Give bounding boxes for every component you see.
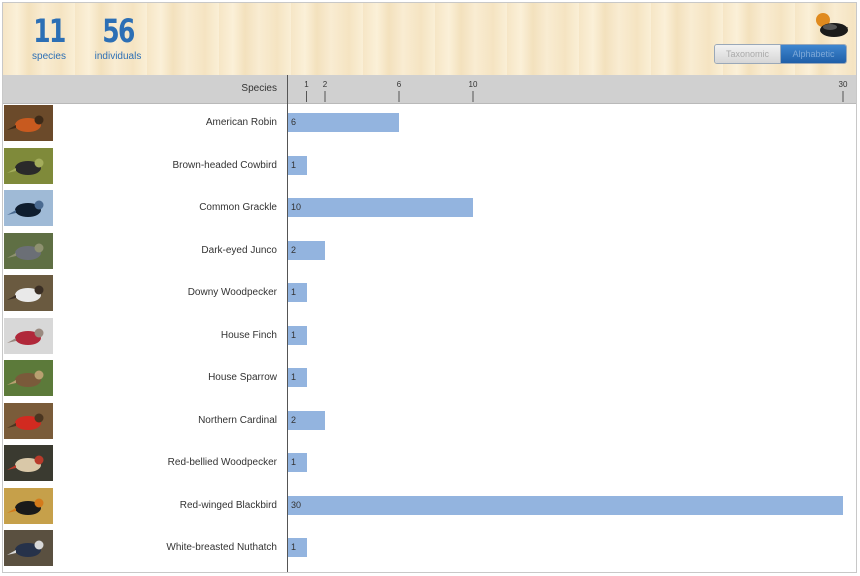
- individuals-label: individuals: [94, 51, 142, 62]
- count-label: 2: [291, 244, 297, 255]
- alphabetic-sort-button[interactable]: Alphabetic: [781, 45, 846, 63]
- species-row: House Sparrow 1: [3, 359, 856, 401]
- x-tick-label: 6: [397, 80, 402, 89]
- count-label: 1: [291, 457, 297, 467]
- species-row: Red-bellied Woodpecker 1: [3, 444, 856, 486]
- x-tick-label: 10: [469, 80, 478, 89]
- count-label: 1: [291, 329, 297, 340]
- x-axis: 1 2 6 10 30: [304, 80, 848, 102]
- species-name: Downy Woodpecker: [187, 287, 277, 298]
- x-tick-label: 2: [323, 80, 328, 89]
- x-tick-label: 30: [839, 80, 848, 89]
- count-label: 10: [291, 202, 302, 212]
- count-label: 1: [291, 372, 297, 382]
- individuals-count: 56: [102, 12, 135, 50]
- species-name: House Finch: [220, 329, 277, 341]
- species-name: Brown-headed Cowbird: [172, 159, 277, 171]
- count-label: 1: [291, 159, 297, 170]
- count-label: 6: [291, 117, 297, 127]
- count-bar: [288, 325, 307, 345]
- species-row: Downy Woodpecker 1: [3, 274, 856, 316]
- count-label: 2: [291, 414, 297, 425]
- species-row: House Finch 1: [3, 317, 856, 359]
- species-stat: 11 species: [25, 13, 73, 63]
- summary-header: 11 species 56 individuals Taxonomic Alph…: [3, 3, 856, 75]
- bird-photo: [4, 147, 53, 184]
- x-tick-label: 1: [304, 80, 309, 89]
- species-name: House Sparrow: [208, 372, 277, 383]
- species-rows: American Robin 6 Brown-headed Cowbird 1 Comm…: [3, 104, 856, 572]
- count-label: 1: [291, 287, 297, 297]
- count-bar: [288, 113, 399, 132]
- species-row: Dark-eyed Junco 2: [3, 232, 856, 274]
- species-name: Common Grackle: [199, 202, 277, 213]
- bird-photo: [4, 317, 53, 354]
- count-bar: [288, 198, 473, 217]
- taxonomic-sort-button[interactable]: Taxonomic: [715, 45, 781, 63]
- species-name: American Robin: [205, 117, 277, 128]
- bird-photo: [4, 190, 53, 226]
- count-bar: [288, 410, 325, 430]
- species-name: White-breasted Nuthatch: [166, 542, 277, 553]
- bird-photo: [4, 275, 53, 311]
- count-bar: [288, 453, 307, 472]
- bird-photo: [4, 232, 53, 269]
- species-name: Northern Cardinal: [198, 414, 277, 426]
- bird-photo: [4, 105, 53, 141]
- species-row: Brown-headed Cowbird 1: [3, 147, 856, 189]
- count-label: 1: [291, 542, 297, 552]
- count-bar: [288, 368, 307, 387]
- bird-photo: [4, 445, 53, 481]
- ebird-logo-icon: [816, 13, 848, 37]
- count-bar: [288, 495, 843, 515]
- count-bar: [288, 538, 307, 557]
- bird-photo: [4, 360, 53, 396]
- axis-divider: [287, 75, 288, 572]
- count-bar: [288, 283, 307, 302]
- species-row: Red-winged Blackbird 30: [3, 487, 856, 529]
- count-bar: [288, 240, 325, 260]
- species-name: Dark-eyed Junco: [201, 244, 277, 256]
- species-label: species: [32, 51, 66, 62]
- species-name: Red-bellied Woodpecker: [167, 457, 277, 468]
- species-row: White-breasted Nuthatch 1: [3, 529, 856, 571]
- species-row: Common Grackle 10: [3, 189, 856, 231]
- axis-header-row: Species 1 2 6 10 30: [3, 75, 856, 104]
- species-row: Northern Cardinal 2: [3, 402, 856, 444]
- species-count: 11: [33, 12, 66, 50]
- species-row: American Robin 6: [3, 104, 856, 146]
- species-column-header: Species: [241, 83, 277, 94]
- bird-photo: [4, 487, 53, 524]
- bird-photo: [4, 530, 53, 566]
- bird-photo: [4, 402, 53, 439]
- count-label: 30: [291, 499, 302, 510]
- sort-toggle[interactable]: Taxonomic Alphabetic: [714, 44, 847, 64]
- individuals-stat: 56 individuals: [91, 13, 145, 63]
- species-name: Red-winged Blackbird: [179, 499, 277, 511]
- count-bar: [288, 155, 307, 175]
